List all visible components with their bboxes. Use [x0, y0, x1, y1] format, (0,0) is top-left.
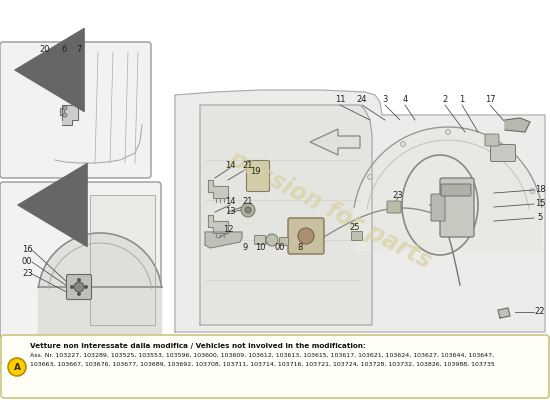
Text: 12: 12 — [223, 226, 233, 234]
Circle shape — [367, 174, 372, 180]
Text: 25: 25 — [350, 224, 360, 232]
Circle shape — [63, 106, 67, 110]
FancyBboxPatch shape — [491, 144, 515, 162]
FancyBboxPatch shape — [431, 194, 445, 221]
Polygon shape — [205, 232, 242, 248]
Text: 16: 16 — [22, 246, 32, 254]
Text: 14: 14 — [225, 160, 235, 170]
FancyBboxPatch shape — [0, 42, 151, 178]
Polygon shape — [354, 127, 542, 250]
Text: 15: 15 — [535, 200, 545, 208]
FancyBboxPatch shape — [246, 160, 270, 192]
FancyBboxPatch shape — [288, 218, 324, 254]
Circle shape — [74, 282, 84, 292]
Text: 21: 21 — [243, 160, 253, 170]
Circle shape — [298, 228, 314, 244]
Circle shape — [530, 189, 535, 194]
Text: 3: 3 — [382, 96, 388, 104]
Polygon shape — [208, 215, 228, 233]
Text: 9: 9 — [243, 242, 248, 252]
Text: 6: 6 — [61, 46, 67, 54]
Circle shape — [245, 207, 251, 213]
Polygon shape — [62, 98, 78, 125]
FancyBboxPatch shape — [67, 274, 91, 300]
Circle shape — [266, 234, 278, 246]
Text: 14: 14 — [225, 198, 235, 206]
Circle shape — [8, 358, 26, 376]
Text: 5: 5 — [537, 214, 543, 222]
Polygon shape — [498, 308, 510, 318]
Polygon shape — [90, 195, 155, 325]
Text: 21: 21 — [243, 198, 253, 206]
Text: 11: 11 — [335, 96, 345, 104]
FancyBboxPatch shape — [351, 232, 362, 240]
Text: 8: 8 — [298, 242, 302, 252]
Text: 17: 17 — [485, 96, 496, 104]
Polygon shape — [505, 118, 530, 132]
Polygon shape — [208, 180, 228, 198]
Circle shape — [78, 292, 80, 296]
Polygon shape — [39, 233, 162, 357]
Text: 18: 18 — [535, 186, 545, 194]
Circle shape — [400, 142, 405, 146]
Text: Vetture non interessate dalla modifica / Vehicles not involved in the modificati: Vetture non interessate dalla modifica /… — [30, 343, 366, 349]
FancyBboxPatch shape — [440, 178, 474, 237]
Text: Ass. Nr. 103227, 103289, 103525, 103553, 103596, 103600, 103609, 103612, 103613,: Ass. Nr. 103227, 103289, 103525, 103553,… — [30, 353, 494, 358]
Text: 10: 10 — [255, 242, 265, 252]
Text: 00: 00 — [22, 258, 32, 266]
Text: 24: 24 — [357, 96, 367, 104]
Circle shape — [446, 130, 450, 134]
Text: 2: 2 — [442, 96, 448, 104]
Text: 103663, 103667, 103676, 103677, 103689, 103692, 103708, 103711, 103714, 103716, : 103663, 103667, 103676, 103677, 103689, … — [30, 362, 495, 367]
Circle shape — [78, 278, 80, 282]
Text: 20: 20 — [40, 46, 50, 54]
Polygon shape — [200, 105, 372, 325]
Text: 4: 4 — [403, 96, 408, 104]
Text: passion for parts: passion for parts — [224, 146, 436, 274]
FancyBboxPatch shape — [387, 201, 401, 213]
FancyBboxPatch shape — [279, 238, 289, 246]
Circle shape — [70, 286, 74, 288]
Circle shape — [491, 142, 496, 146]
FancyBboxPatch shape — [255, 236, 266, 244]
Text: 7: 7 — [76, 46, 82, 54]
Text: 00: 00 — [275, 242, 285, 252]
Text: 22: 22 — [535, 308, 545, 316]
Circle shape — [63, 113, 67, 117]
FancyBboxPatch shape — [1, 335, 549, 398]
Text: 13: 13 — [225, 208, 235, 216]
Circle shape — [85, 286, 87, 288]
Polygon shape — [60, 108, 64, 115]
FancyBboxPatch shape — [485, 134, 499, 146]
Text: 23: 23 — [393, 190, 403, 200]
Text: 23: 23 — [22, 270, 32, 278]
Polygon shape — [310, 129, 360, 155]
Text: A: A — [14, 362, 20, 372]
Text: 1: 1 — [459, 96, 465, 104]
FancyBboxPatch shape — [0, 182, 161, 338]
Text: 19: 19 — [250, 168, 260, 176]
FancyBboxPatch shape — [441, 184, 471, 196]
Circle shape — [241, 203, 255, 217]
Polygon shape — [175, 90, 545, 332]
